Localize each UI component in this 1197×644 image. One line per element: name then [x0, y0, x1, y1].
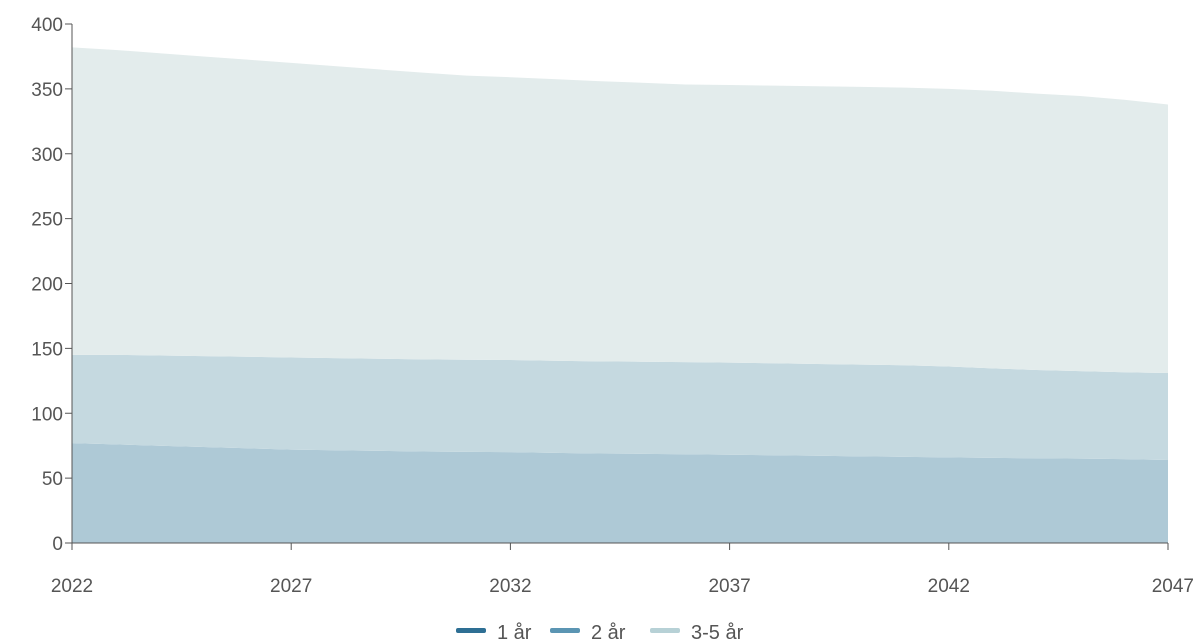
area-series-2	[72, 354, 1168, 460]
x-tick-label: 2027	[270, 576, 312, 597]
x-tick-label: 2032	[489, 576, 531, 597]
y-tick-label: 400	[31, 15, 63, 36]
y-axis-ticks: 0 50 100 150 200 250 300 350 400	[31, 15, 72, 555]
area-series-3	[72, 47, 1168, 374]
y-tick-label: 100	[31, 404, 63, 425]
x-tick-label: 2042	[928, 576, 970, 597]
y-tick-label: 250	[31, 210, 63, 231]
x-tick-label: 2022	[51, 576, 93, 597]
x-tick-label: 2037	[708, 576, 750, 597]
area-series-1	[72, 443, 1168, 543]
area-layer	[72, 47, 1168, 543]
legend-swatch	[456, 628, 486, 633]
y-tick-label: 350	[31, 80, 63, 101]
y-tick-label: 150	[31, 339, 63, 360]
legend: 1 år 2 år 3-5 år	[456, 622, 744, 644]
y-tick-label: 200	[31, 275, 63, 296]
y-tick-label: 0	[52, 534, 63, 555]
legend-label: 1 år	[497, 622, 532, 644]
y-tick-label: 50	[42, 469, 63, 490]
legend-label: 3-5 år	[691, 622, 744, 644]
legend-swatch	[550, 628, 580, 633]
x-axis-ticks: 2022 2027 2032 2037 2042 2047	[51, 543, 1194, 597]
y-tick-label: 300	[31, 145, 63, 166]
x-tick-label: 2047	[1152, 576, 1194, 597]
legend-label: 2 år	[591, 622, 626, 644]
legend-swatch	[650, 628, 680, 633]
